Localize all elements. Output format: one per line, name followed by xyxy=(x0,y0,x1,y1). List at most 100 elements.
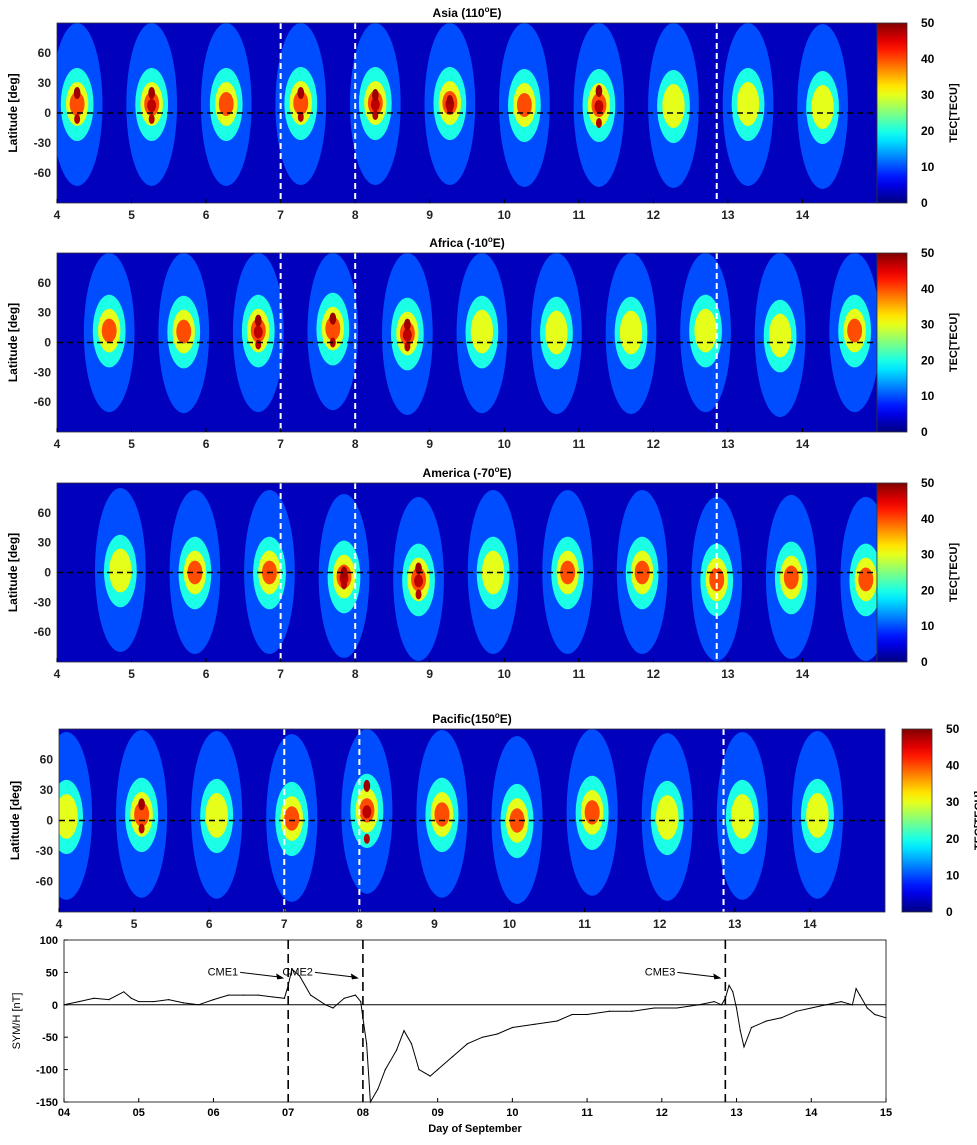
symh-data-point xyxy=(437,1069,439,1071)
tec-peak-south xyxy=(138,823,145,834)
daily-tec-bulge xyxy=(722,23,774,186)
daily-tec-bulge xyxy=(840,496,877,661)
symh-data-point xyxy=(366,1043,368,1045)
symh-data-point xyxy=(212,999,215,1001)
tec-contour-30 xyxy=(806,793,829,838)
x-tick-label: 9 xyxy=(426,437,433,451)
cme-arrow-head xyxy=(276,973,285,980)
tec-blobs xyxy=(57,23,848,189)
colorbar-label: TEC[TECU] xyxy=(948,543,960,603)
panel-title: America (-70oE) xyxy=(423,465,512,480)
x-tick-label: 8 xyxy=(352,667,359,681)
tec-contour-40 xyxy=(176,319,192,344)
tec-contour-30 xyxy=(470,309,494,354)
cme-annotation-label: CME3 xyxy=(645,966,676,978)
symh-data-point xyxy=(130,997,132,999)
colorbar-label: TEC[TECU] xyxy=(973,791,977,851)
x-tick-label: 11 xyxy=(572,437,585,451)
daily-tec-bulge xyxy=(754,253,806,418)
tec-contour-40 xyxy=(858,567,874,592)
symh-data-point xyxy=(874,1013,876,1016)
panel-title: Pacific(150oE) xyxy=(432,711,512,726)
daily-tec-bulge xyxy=(266,734,318,902)
y-axis-label: Latitude [deg] xyxy=(6,73,20,152)
tec-contour-47 xyxy=(414,574,424,588)
tec-contour-40 xyxy=(847,318,863,343)
tec-peak-south xyxy=(404,341,411,352)
tec-peak-south xyxy=(255,339,262,350)
daily-tec-bulge xyxy=(716,732,768,900)
cme-arrow-head xyxy=(713,973,722,980)
daily-tec-bulge xyxy=(57,23,103,186)
x-tick-label: 8 xyxy=(352,208,359,222)
tec-panel-0: Asia (110oE) 4 5 6 7 8 9 10 11 12 13 14 60 30 0 -30 -60 L… xyxy=(6,5,960,222)
y-tick-label: -60 xyxy=(34,625,52,639)
x-tick-label: 11 xyxy=(572,208,585,222)
daily-tec-bulge xyxy=(126,23,178,186)
colorbar-tick-label: 10 xyxy=(921,160,935,174)
symh-data-point xyxy=(377,1088,379,1090)
tec-panel-2: America (-70oE) 4 5 6 7 8 9 10 11 12 13 14 60 30 0 -30 -… xyxy=(6,465,960,681)
symh-data-point xyxy=(713,1000,715,1003)
x-tick-label: 5 xyxy=(128,667,135,681)
colorbar-tick-label: 50 xyxy=(946,722,960,736)
symh-panel: CME1 CME2 CME3 04 05 06 07 08 09 10 11 12 13 14 15 100 5… xyxy=(11,935,892,1135)
x-tick-label: 4 xyxy=(54,667,61,681)
colorbar-tick-label: 0 xyxy=(921,196,928,210)
symh-data-point xyxy=(332,1007,334,1009)
title-text: Pacific(150 xyxy=(432,712,495,726)
x-tick-label: 9 xyxy=(426,667,433,681)
tec-contour-40 xyxy=(709,567,725,592)
colorbar xyxy=(901,728,933,913)
colorbar-tick-label: 50 xyxy=(921,246,935,260)
x-tick-label: 15 xyxy=(880,1107,892,1119)
colorbar xyxy=(876,482,908,663)
y-tick-label: -60 xyxy=(34,395,52,409)
title-superscript: o xyxy=(488,235,493,244)
y-tick-label: 0 xyxy=(44,566,51,580)
x-tick-label: 7 xyxy=(281,917,288,931)
symh-data-point xyxy=(743,1046,745,1048)
symh-data-point xyxy=(197,1004,200,1006)
symh-data-point xyxy=(291,968,293,970)
x-tick-label: 10 xyxy=(498,208,512,222)
colorbar-tick-label: 20 xyxy=(921,353,935,367)
x-tick-label: 04 xyxy=(58,1107,71,1119)
symh-data-point xyxy=(153,1000,155,1003)
symh-data-point xyxy=(586,1013,588,1016)
tec-peak-north xyxy=(363,779,371,792)
symh-data-point xyxy=(851,1004,853,1006)
x-tick-label: 11 xyxy=(578,917,591,931)
daily-tec-bulge xyxy=(765,494,817,660)
symh-data-point xyxy=(429,1075,431,1077)
tec-contour-40 xyxy=(584,800,600,825)
symh-series-line xyxy=(63,968,887,1104)
symh-data-point xyxy=(272,996,274,998)
colorbar-tick-label: 40 xyxy=(921,512,935,526)
daily-tec-bulge xyxy=(116,730,168,898)
y-tick-label: 30 xyxy=(38,76,52,90)
symh-data-point xyxy=(298,975,300,977)
daily-tec-bulge xyxy=(416,730,468,898)
symh-data-point xyxy=(324,1004,327,1006)
x-tick-label: 8 xyxy=(356,917,363,931)
symh-data-point xyxy=(859,994,861,996)
x-tick-label: 9 xyxy=(426,208,433,222)
x-tick-label: 11 xyxy=(572,667,585,681)
y-axis-label: Latitude [deg] xyxy=(8,781,22,860)
colorbar-tick-label: 0 xyxy=(946,905,953,919)
symh-data-point xyxy=(571,1013,573,1016)
colorbar-tick-label: 40 xyxy=(946,759,960,773)
tec-contour-30 xyxy=(736,82,760,126)
y-tick-label: -60 xyxy=(34,166,52,180)
daily-tec-bulge xyxy=(59,732,93,900)
tec-contour-30 xyxy=(59,794,78,839)
symh-data-point xyxy=(653,1007,655,1009)
symh-data-point xyxy=(369,1101,371,1103)
daily-tec-bulge xyxy=(200,23,252,186)
tec-peak-south xyxy=(148,114,155,124)
daily-tec-bulge xyxy=(83,253,135,413)
x-axis-label: Day of September xyxy=(428,1123,522,1135)
daily-tec-bulge xyxy=(307,253,359,411)
